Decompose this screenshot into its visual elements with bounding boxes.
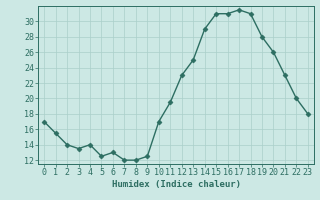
X-axis label: Humidex (Indice chaleur): Humidex (Indice chaleur) (111, 180, 241, 189)
